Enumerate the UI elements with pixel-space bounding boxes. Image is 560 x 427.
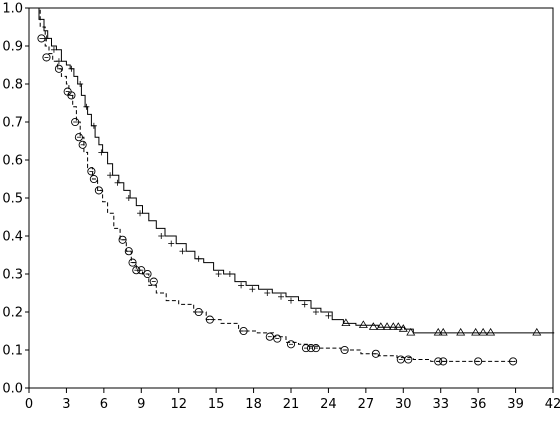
y-tick-label: 0.2 bbox=[2, 306, 23, 321]
solid-survival-curve bbox=[29, 7, 555, 334]
x-tick-label: 12 bbox=[170, 397, 187, 412]
censor-triangle bbox=[341, 318, 351, 326]
x-tick-label: 27 bbox=[358, 397, 375, 412]
censor-circle bbox=[194, 307, 203, 317]
censor-circle bbox=[128, 258, 137, 267]
censor-circle bbox=[74, 133, 83, 142]
censor-circle bbox=[404, 355, 413, 364]
censor-circle bbox=[89, 174, 98, 184]
censor-circle bbox=[311, 344, 321, 353]
x-tick-label: 21 bbox=[283, 397, 300, 412]
x-tick-label: 33 bbox=[432, 397, 449, 412]
censor-circle bbox=[54, 64, 63, 73]
censor-triangle bbox=[471, 327, 481, 336]
censor-circle bbox=[273, 334, 282, 343]
x-tick-label: 15 bbox=[208, 397, 225, 412]
censor-triangle bbox=[388, 322, 398, 330]
censor-triangle bbox=[382, 322, 392, 330]
x-tick-label: 30 bbox=[395, 397, 412, 412]
censor-circle bbox=[78, 140, 87, 149]
censor-triangle bbox=[433, 327, 443, 336]
censor-triangle bbox=[368, 322, 378, 330]
x-tick-label: 3 bbox=[62, 397, 70, 412]
y-tick-label: 0.9 bbox=[2, 40, 23, 55]
y-tick-label: 0.6 bbox=[2, 154, 23, 169]
censor-circle bbox=[94, 186, 103, 195]
censor-triangle bbox=[358, 320, 368, 328]
censor-circle bbox=[205, 315, 214, 324]
y-tick-label: 0.4 bbox=[2, 230, 23, 245]
censor-circle bbox=[474, 357, 483, 366]
censor-circle bbox=[118, 235, 127, 244]
censor-circle bbox=[149, 277, 158, 286]
series-layer bbox=[29, 7, 555, 362]
x-tick-label: 9 bbox=[137, 397, 145, 412]
censor-triangle bbox=[486, 327, 496, 336]
x-tick-label: 42 bbox=[545, 397, 560, 412]
censor-circle bbox=[509, 357, 518, 366]
x-tick-label: 6 bbox=[100, 397, 108, 412]
y-tick-label: 0.8 bbox=[2, 78, 23, 93]
censor-triangle bbox=[438, 327, 448, 336]
censor-circle bbox=[37, 34, 46, 43]
censor-circle bbox=[286, 340, 296, 349]
x-tick-label: 36 bbox=[470, 397, 487, 412]
censor-circle bbox=[371, 349, 380, 358]
y-tick-label: 0.5 bbox=[2, 192, 23, 207]
y-tick-label: 0.1 bbox=[2, 344, 23, 359]
censor-triangle bbox=[532, 327, 542, 336]
censor-circle bbox=[137, 266, 146, 275]
censor-triangle bbox=[376, 322, 386, 330]
censor-markers bbox=[37, 34, 542, 366]
censor-circle bbox=[239, 326, 248, 336]
y-tick-label: 0.7 bbox=[2, 116, 23, 131]
censor-circle bbox=[67, 91, 76, 100]
censor-circle bbox=[265, 332, 274, 341]
censor-triangle bbox=[478, 327, 488, 336]
dashed-survival-curve bbox=[29, 7, 516, 362]
censor-triangle bbox=[393, 322, 403, 330]
x-tick-label: 39 bbox=[507, 397, 524, 412]
censor-circle bbox=[340, 345, 349, 355]
x-tick-label: 24 bbox=[320, 397, 337, 412]
censor-circle bbox=[42, 53, 51, 62]
censor-circle bbox=[439, 357, 448, 366]
censor-circle bbox=[143, 269, 152, 279]
y-tick-label: 0.0 bbox=[2, 382, 23, 397]
censor-triangle bbox=[406, 327, 416, 336]
x-tick-label: 18 bbox=[245, 397, 262, 412]
censor-circle bbox=[124, 247, 133, 256]
axes: 0.00.10.20.30.40.50.60.70.80.91.00 3 6 9 12 1… bbox=[2, 2, 560, 413]
censor-triangle bbox=[398, 324, 408, 332]
censor-triangle bbox=[456, 327, 466, 336]
censor-circle bbox=[87, 167, 96, 176]
x-tick-label: 0 bbox=[25, 397, 33, 412]
y-tick-label: 1.0 bbox=[2, 2, 23, 17]
censor-circle bbox=[71, 117, 80, 127]
y-tick-label: 0.3 bbox=[2, 268, 23, 283]
